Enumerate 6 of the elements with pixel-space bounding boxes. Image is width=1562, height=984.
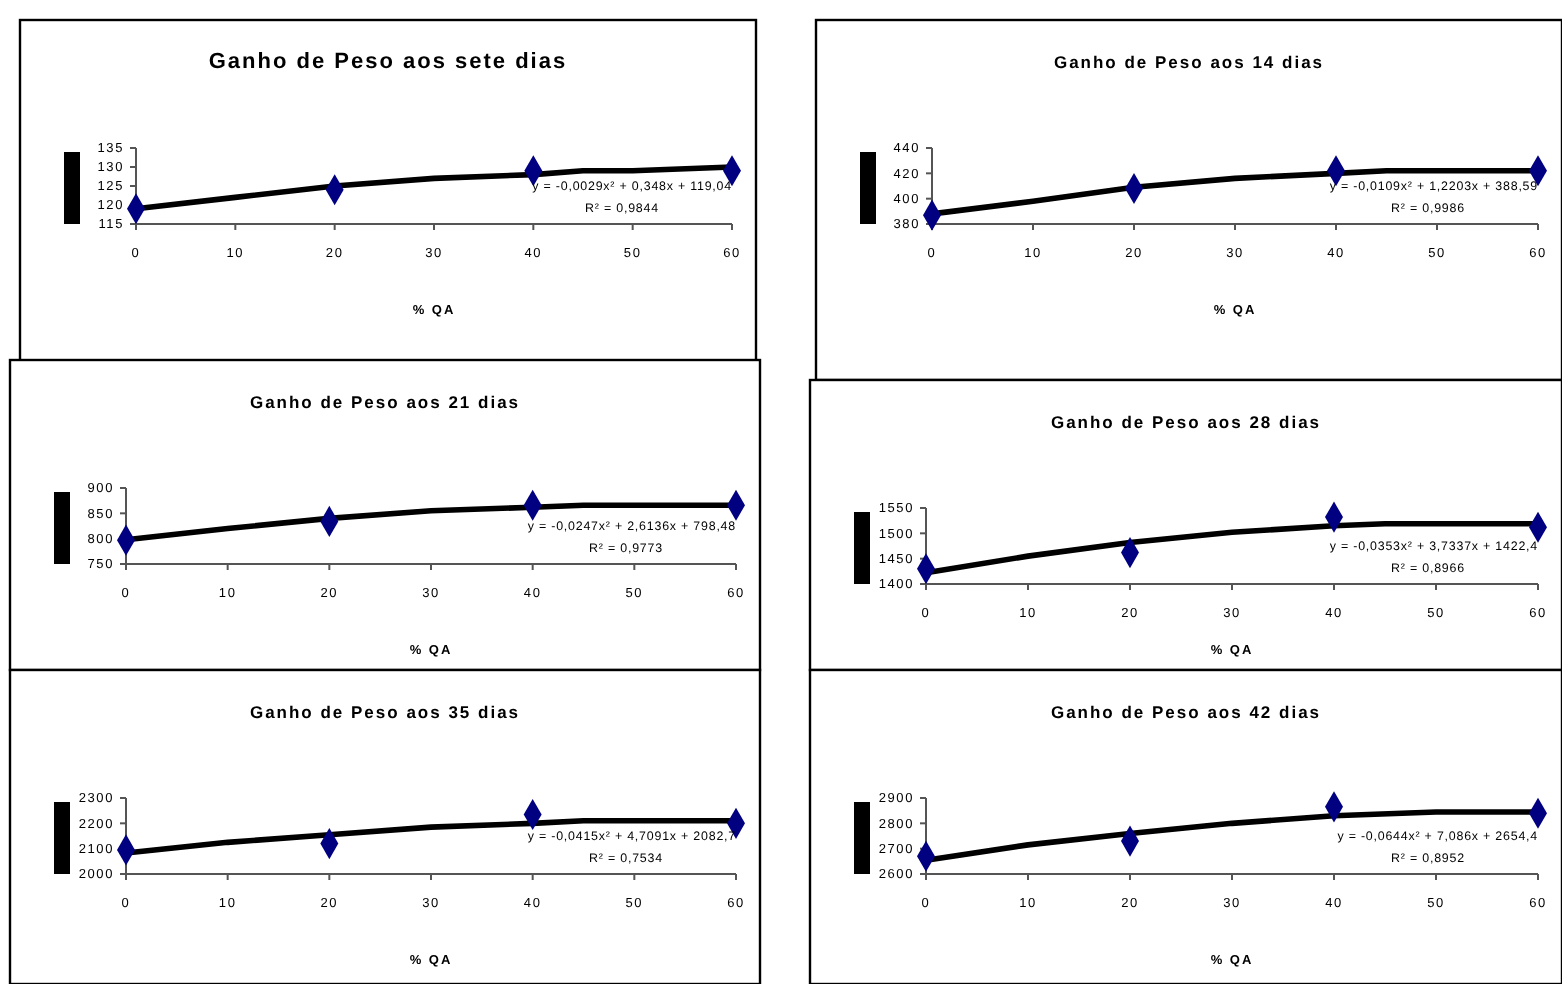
chart-title: Ganho de Peso aos 14 dias	[1053, 52, 1325, 72]
chart-title: Ganho de Peso aos 35 dias	[249, 702, 521, 722]
chart-title: Ganho de Peso aos 28 dias	[1050, 412, 1322, 432]
chart-title: Ganho de Peso aos sete dias	[208, 50, 568, 74]
chart-title: Ganho de Peso aos 42 dias	[1050, 702, 1322, 722]
chart-title: Ganho de Peso aos 21 dias	[249, 392, 521, 412]
